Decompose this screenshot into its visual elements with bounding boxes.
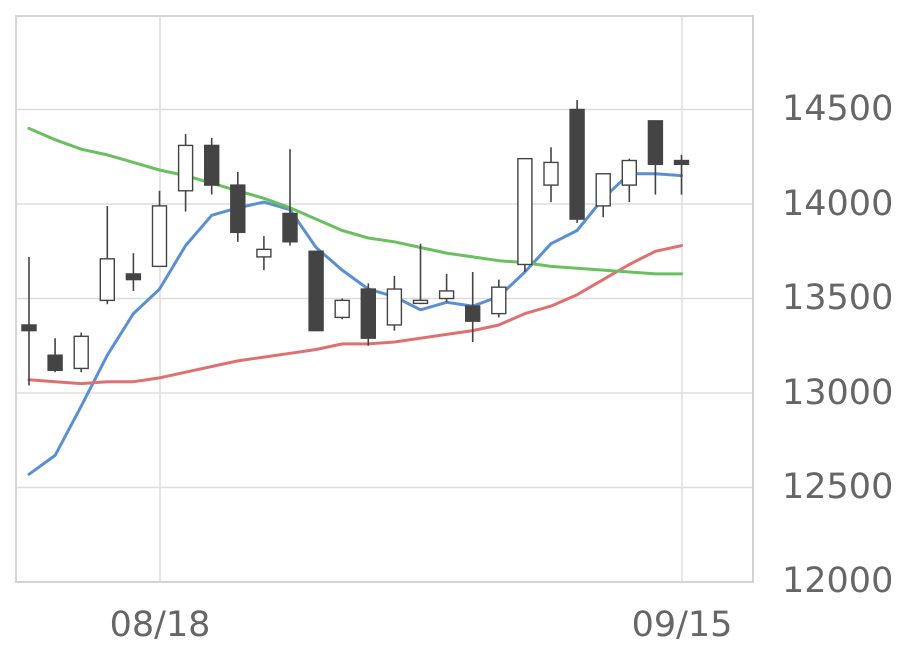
- candle: [151, 190, 168, 268]
- moving-average-lines: [27, 126, 683, 476]
- candle: [543, 147, 559, 203]
- candle-body-down: [647, 120, 664, 166]
- candle: [517, 157, 533, 273]
- candle-body-up: [73, 335, 89, 370]
- x-tick-label: 08/18: [110, 605, 211, 645]
- candle: [256, 236, 272, 271]
- y-tick-label: 13000: [782, 373, 893, 413]
- candle: [47, 338, 63, 373]
- series-line-ma_long: [27, 126, 683, 276]
- candle-body-up: [256, 248, 272, 258]
- candle: [125, 253, 142, 291]
- candle-body-down: [282, 212, 298, 243]
- candle-body-up: [151, 205, 168, 268]
- candle-body-down: [360, 288, 376, 339]
- candle: [465, 272, 481, 342]
- candle-body-up: [334, 299, 350, 319]
- candle-body-up: [595, 173, 611, 207]
- candle: [203, 137, 220, 195]
- y-tick-label: 13500: [782, 278, 893, 318]
- candle-body-up: [543, 161, 559, 186]
- candle-body-up: [491, 286, 507, 315]
- candle-body-down: [125, 273, 142, 281]
- candle: [308, 250, 324, 332]
- x-tick-label: 09/15: [632, 605, 733, 645]
- series-line-ma_short: [27, 172, 683, 476]
- candle: [438, 273, 455, 303]
- candle: [230, 171, 246, 242]
- candle-body-down: [230, 184, 246, 234]
- candle-body-up: [386, 288, 403, 326]
- candles: [21, 100, 690, 386]
- series-line-ma_mid: [27, 244, 683, 386]
- candle: [21, 256, 37, 386]
- candle-body-down: [673, 159, 690, 166]
- candle-body-up: [517, 157, 533, 266]
- candle: [386, 275, 403, 331]
- candle-body-up: [99, 258, 116, 302]
- y-tick-label: 12000: [782, 561, 893, 601]
- candle-body-up: [438, 290, 455, 300]
- candle: [334, 298, 350, 320]
- candle-body-down: [308, 250, 324, 332]
- candle: [569, 100, 585, 223]
- candle: [673, 154, 690, 195]
- y-tick-label: 14000: [782, 184, 893, 224]
- y-tick-label: 14500: [782, 89, 893, 129]
- candle-body-down: [569, 108, 585, 220]
- candle: [73, 332, 89, 373]
- candle: [491, 279, 507, 318]
- candle: [647, 120, 664, 195]
- candle: [412, 243, 429, 305]
- candle-body-down: [203, 144, 220, 186]
- y-tick-label: 12500: [782, 467, 893, 507]
- candle-body-down: [47, 354, 63, 372]
- candle-body-down: [465, 305, 481, 322]
- candle: [177, 134, 194, 212]
- candle-body-up: [177, 144, 194, 192]
- plot-frame: [15, 15, 754, 583]
- candle-body-down: [21, 324, 37, 332]
- candle: [595, 173, 611, 218]
- candle: [282, 149, 298, 246]
- candle: [99, 205, 116, 305]
- chart-grid: [16, 16, 753, 582]
- candle: [360, 283, 376, 346]
- candle-body-up: [412, 299, 429, 305]
- candle-body-up: [621, 159, 637, 186]
- candle: [621, 158, 637, 203]
